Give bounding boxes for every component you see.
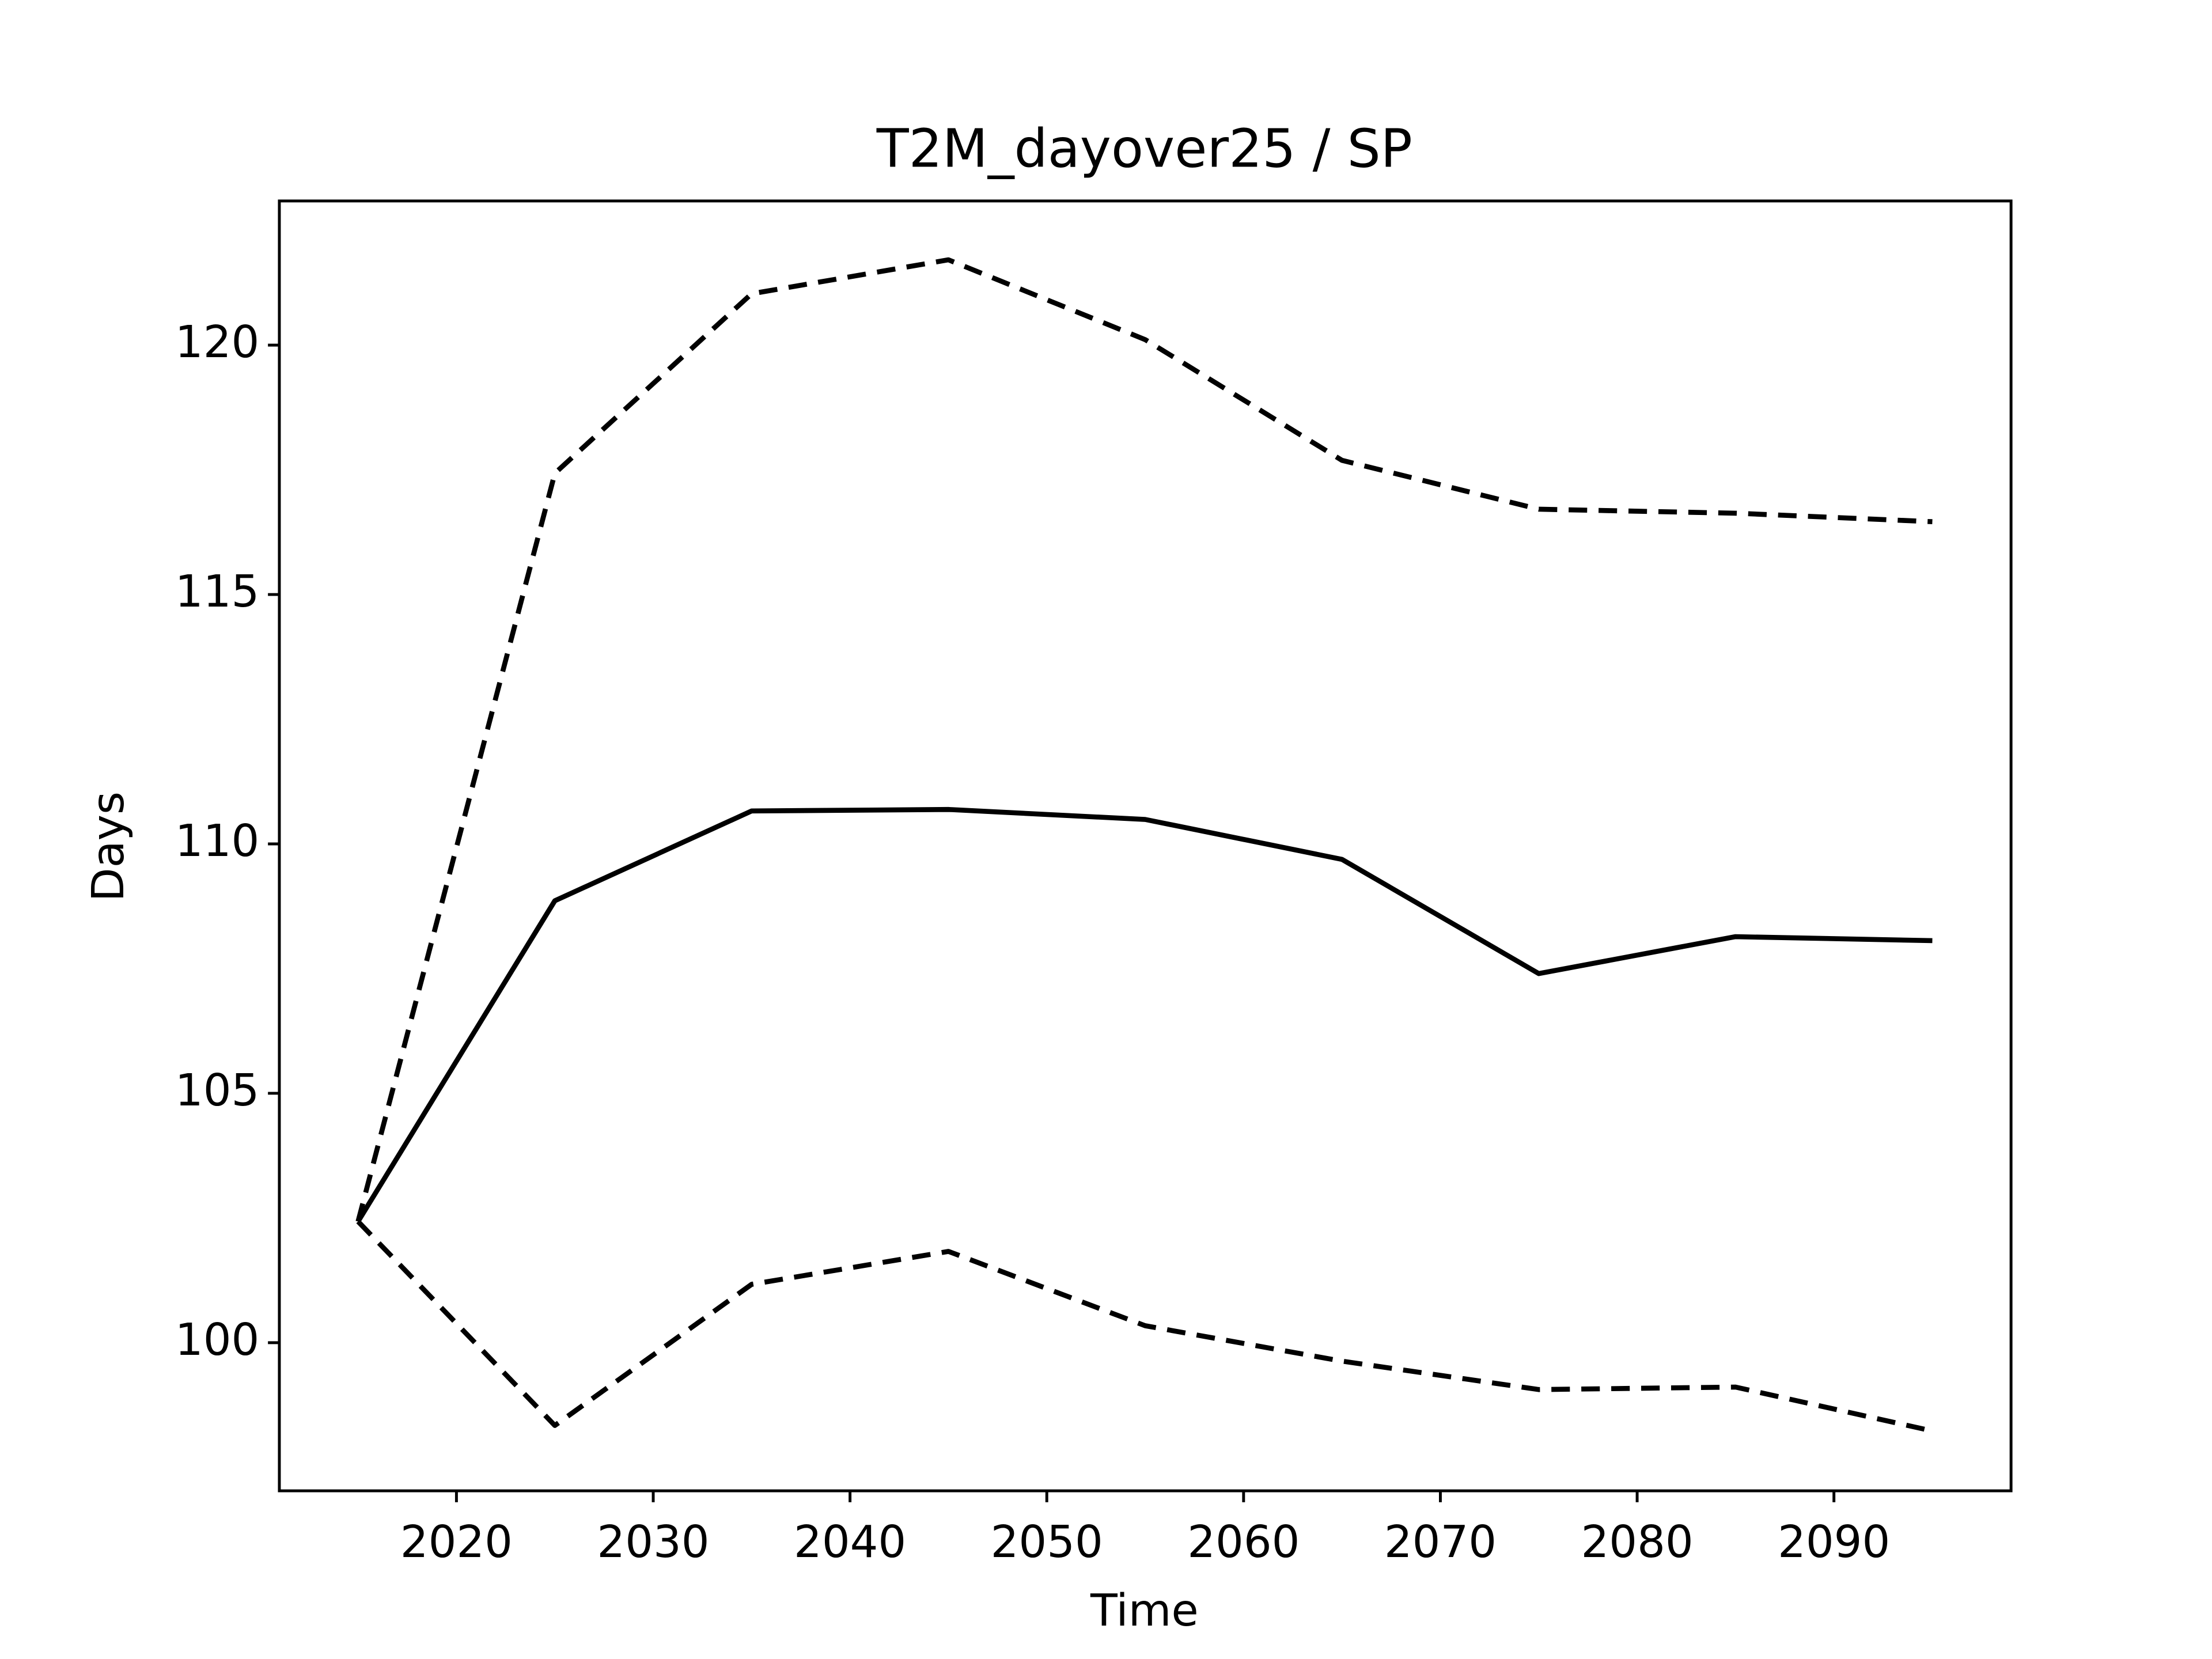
series-line [355,257,1933,1222]
chart-title: T2M_dayover25 / SP [876,118,1412,180]
series-line [355,806,1933,1223]
x-tick-label: 2050 [991,1517,1103,1568]
x-tick-label: 2090 [1778,1517,1890,1568]
x-axis-label: Time [1090,1585,1199,1637]
x-tick-label: 2040 [794,1517,906,1568]
x-tick-label: 2030 [597,1517,709,1568]
y-tick-label: 110 [175,816,259,867]
y-tick-label: 100 [175,1315,259,1366]
x-tick-label: 2070 [1384,1517,1497,1568]
x-tick-label: 2020 [400,1517,513,1568]
series-line [356,1219,1933,1434]
plot-frame [278,199,2013,1493]
x-tick-label: 2060 [1187,1517,1300,1568]
y-tick-label: 115 [175,566,259,618]
y-axis-label: Days [83,791,134,902]
x-tick-label: 2080 [1581,1517,1693,1568]
y-tick-label: 105 [175,1065,259,1116]
y-tick-label: 120 [175,317,259,368]
